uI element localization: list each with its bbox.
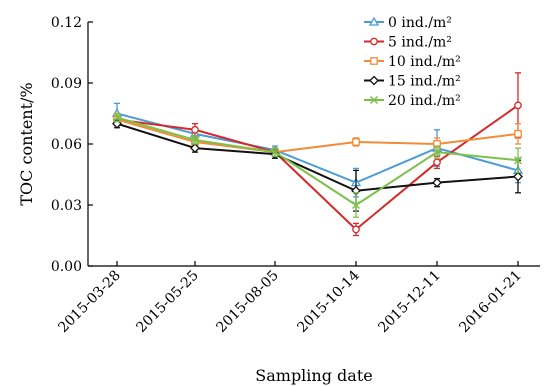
data-point	[270, 148, 280, 157]
data-point	[352, 225, 360, 234]
legend-item: 20 ind./m²	[364, 93, 461, 109]
y-tick-label: 0.03	[51, 198, 82, 214]
legend-marker	[369, 95, 379, 105]
legend-label: 15 ind./m²	[388, 74, 461, 90]
y-tick-label: 0.00	[51, 259, 82, 275]
data-point	[351, 200, 361, 210]
x-tick-label: 2016-01-21	[456, 268, 524, 336]
legend-label: 5 ind./m²	[388, 35, 452, 51]
legend-item: 5 ind./m²	[364, 35, 452, 51]
legend-label: 20 ind./m²	[388, 93, 461, 109]
data-point	[432, 177, 442, 188]
x-tick-label: 2015-08-05	[213, 268, 281, 336]
data-point	[432, 148, 442, 157]
legend-label: 0 ind./m²	[388, 15, 452, 31]
data-point	[190, 135, 200, 144]
legend-marker	[368, 16, 380, 26]
data-point	[433, 158, 441, 167]
y-tick-label: 0.09	[51, 76, 82, 92]
series-line	[116, 118, 519, 154]
legend-item: 0 ind./m²	[364, 15, 452, 31]
y-tick-label: 0.06	[51, 137, 82, 153]
x-axis-title: Sampling date	[255, 366, 372, 385]
series-line	[116, 116, 519, 206]
data-point	[112, 113, 122, 122]
data-point	[352, 138, 360, 146]
data-point	[513, 156, 523, 165]
series-0	[111, 102, 524, 198]
series-2	[113, 114, 522, 157]
legend-label: 10 ind./m²	[388, 54, 461, 70]
data-point	[513, 171, 523, 182]
legend-item: 15 ind./m²	[364, 74, 461, 90]
legend-item: 10 ind./m²	[364, 54, 461, 70]
legend-marker	[370, 57, 378, 65]
data-point	[190, 143, 200, 153]
y-ticks: 0.00 0.03 0.06 0.09 0.12	[51, 15, 93, 275]
axes	[87, 22, 540, 267]
x-ticks: 2015-03-28 2015-05-25 2015-08-05 2015-10-14…	[55, 261, 525, 336]
data-point	[191, 125, 199, 134]
x-tick-label: 2015-10-14	[294, 267, 362, 335]
legend-marker	[370, 37, 378, 46]
series-line	[116, 122, 519, 192]
x-tick-label: 2015-12-11	[375, 268, 443, 336]
y-tick-label: 0.12	[51, 15, 82, 31]
x-tick-label: 2015-03-28	[55, 268, 123, 336]
data-point	[514, 101, 522, 110]
legend: 0 ind./m² 5 ind./m² 10 ind./m² 15 ind./m² 20…	[364, 15, 461, 109]
legend-marker	[369, 75, 379, 86]
data-point	[514, 129, 522, 138]
x-tick-label: 2015-05-25	[133, 268, 201, 336]
y-axis-title: TOC content/%	[17, 82, 36, 205]
series-layer	[111, 72, 524, 237]
series-4	[112, 112, 523, 218]
